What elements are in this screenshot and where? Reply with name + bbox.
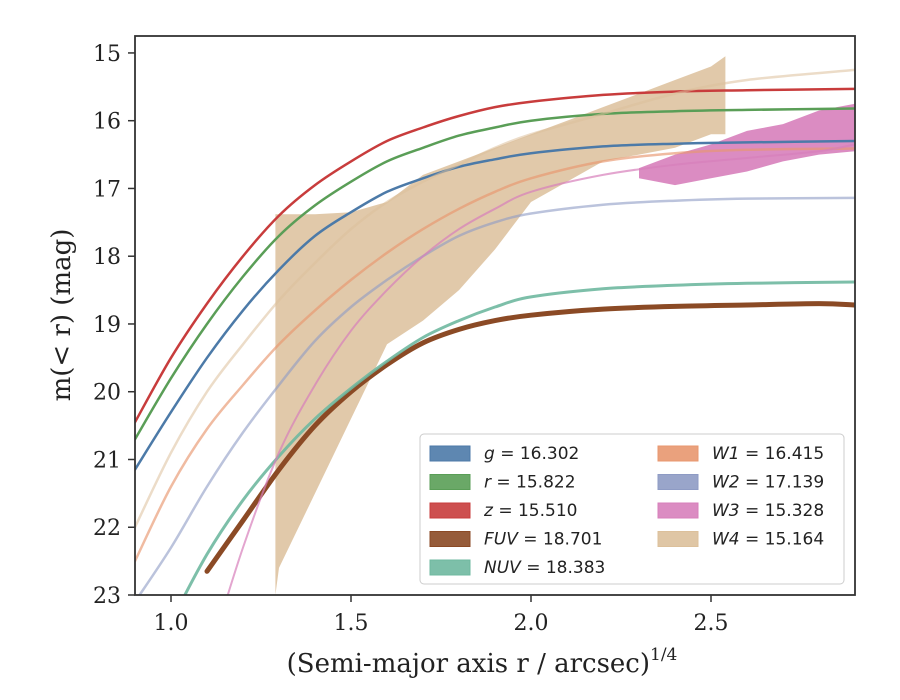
legend-swatch-r [429, 474, 471, 490]
y-axis-label: m(< r) (mag) [47, 229, 77, 402]
y-tick-label: 17 [93, 177, 121, 202]
series-line-w1 [135, 147, 855, 563]
legend-swatch-w2 [657, 474, 699, 490]
x-axis-ticks: 1.0 1.5 2.0 2.5 [154, 595, 729, 636]
band-w3 [639, 103, 855, 186]
y-tick-label: 15 [93, 42, 121, 67]
x-tick-label: 2.5 [694, 611, 729, 636]
legend-swatch-w3 [657, 502, 699, 519]
series-line-fuv [204, 301, 855, 574]
legend-label-z: z = 15.510 [483, 501, 577, 521]
x-tick-label: 1.0 [154, 611, 189, 636]
legend-box [419, 433, 845, 585]
x-tick-label: 1.5 [334, 611, 369, 636]
legend: g = 16.302 r = 15.822 z = 15.510 FUV = 18.7… [419, 433, 845, 585]
y-tick-label: 16 [93, 110, 121, 135]
legend-label-w2: W2 = 17.139 [712, 473, 824, 493]
legend-label-g: g = 16.302 [484, 444, 579, 464]
series-line-w3 [226, 143, 855, 595]
legend-swatch-g [429, 445, 471, 462]
legend-swatch-w4 [657, 531, 699, 547]
legend-label-nuv: NUV = 18.383 [484, 558, 605, 578]
series-line-nuv [183, 280, 855, 595]
y-tick-label: 18 [93, 245, 121, 270]
y-tick-label: 21 [93, 448, 121, 473]
legend-swatch-fuv [429, 531, 471, 547]
series-line-w2 [138, 196, 855, 595]
series-line-r [135, 107, 855, 441]
y-axis-ticks: 15 16 17 18 19 20 21 22 23 [93, 42, 135, 609]
x-tick-label: 2.0 [514, 611, 549, 636]
series-line-g [135, 139, 855, 471]
series-line-w4 [135, 68, 855, 529]
series-lines [135, 68, 855, 595]
y-tick-label: 22 [93, 516, 121, 541]
legend-label-r: r = 15.822 [484, 473, 576, 493]
legend-swatch-z [429, 502, 471, 519]
y-tick-label: 23 [93, 584, 121, 609]
legend-label-w3: W3 = 15.328 [712, 501, 824, 521]
series-line-z [135, 87, 855, 424]
legend-swatch-nuv [429, 559, 471, 576]
y-tick-label: 20 [93, 381, 121, 406]
legend-label-w4: W4 = 15.164 [712, 530, 824, 550]
y-tick-label: 19 [93, 313, 121, 338]
legend-label-fuv: FUV = 18.701 [484, 530, 602, 550]
x-axis-label: (Semi-major axis r / arcsec)1/4 [287, 645, 678, 679]
plot-frame [134, 35, 856, 596]
legend-label-w1: W1 = 16.415 [712, 444, 824, 464]
legend-swatch-w1 [657, 445, 699, 462]
